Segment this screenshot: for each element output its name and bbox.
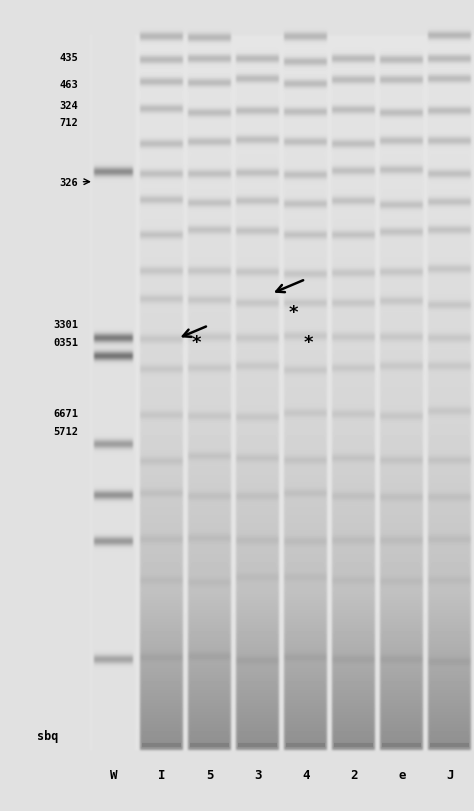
Text: e: e [398,768,406,781]
Text: W: W [110,768,118,781]
Text: 6671: 6671 [53,409,78,418]
Text: *: * [303,333,313,351]
Text: 435: 435 [59,54,78,63]
Text: *: * [192,333,201,351]
Text: 3: 3 [254,768,262,781]
Text: 712: 712 [59,118,78,128]
Text: 2: 2 [350,768,358,781]
Text: *: * [288,303,298,321]
Text: 5: 5 [206,768,214,781]
Text: 326: 326 [59,178,78,187]
Text: 5712: 5712 [53,427,78,436]
Text: J: J [446,768,454,781]
Text: 463: 463 [59,80,78,90]
Text: 324: 324 [59,101,78,110]
Text: 0351: 0351 [53,337,78,347]
Text: I: I [158,768,166,781]
Text: 4: 4 [302,768,310,781]
Text: sbq: sbq [36,729,58,742]
Text: 3301: 3301 [53,320,78,329]
